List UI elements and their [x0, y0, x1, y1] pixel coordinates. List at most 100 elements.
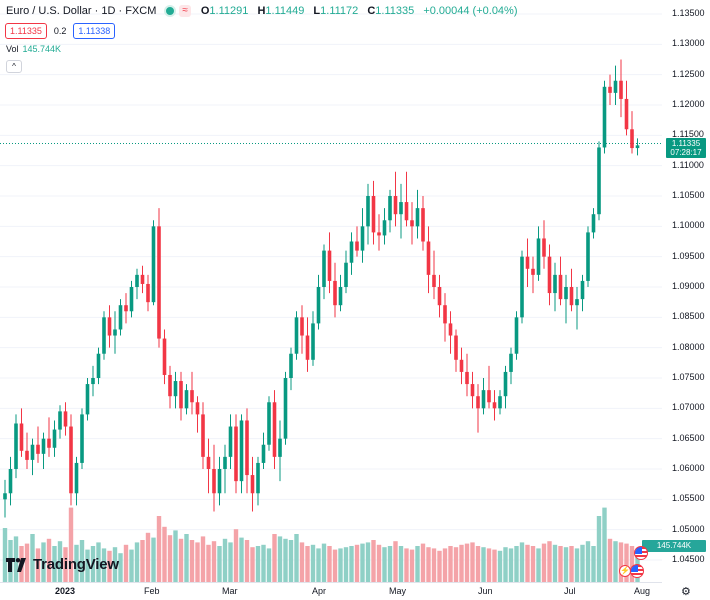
- candle-body: [305, 335, 310, 360]
- volume-bar: [475, 546, 481, 582]
- candle: [327, 232, 332, 294]
- candle: [267, 396, 271, 451]
- price-axis-label: 1.08500: [672, 311, 705, 322]
- candle-body: [426, 241, 431, 275]
- price-axis-label: 1.11000: [672, 159, 704, 170]
- candle-body: [278, 438, 282, 457]
- tradingview-logo[interactable]: TradingView: [6, 556, 119, 573]
- candle: [586, 226, 590, 287]
- volume-bar: [52, 546, 57, 582]
- sell-button[interactable]: 1.11335: [5, 23, 47, 39]
- candle-body: [146, 283, 150, 303]
- candle: [63, 402, 68, 436]
- volume-bar: [343, 547, 349, 582]
- price-axis-label: 1.06500: [672, 432, 705, 443]
- candle-body: [399, 202, 403, 215]
- candle-body: [217, 469, 222, 494]
- candle-body: [322, 250, 326, 287]
- candle-body: [245, 420, 249, 476]
- volume-bar: [2, 528, 8, 582]
- lightning-icon[interactable]: ⚡: [619, 565, 631, 577]
- volume-bar: [464, 543, 470, 582]
- time-axis-label: Mar: [222, 586, 238, 596]
- volume-bar: [184, 534, 189, 582]
- volume-bar: [24, 543, 30, 582]
- candle-body: [410, 220, 414, 227]
- candle: [190, 371, 194, 415]
- candle: [470, 371, 475, 409]
- candle-body: [173, 381, 178, 397]
- candle: [300, 305, 304, 354]
- logo-text: TradingView: [33, 556, 119, 573]
- tradingview-logo-icon: [6, 557, 26, 572]
- volume-bar: [101, 548, 107, 582]
- candle-body: [481, 390, 486, 409]
- us-flag-icon[interactable]: [630, 564, 644, 578]
- candle: [135, 268, 139, 300]
- volume-bar: [338, 548, 343, 582]
- candle: [41, 432, 46, 469]
- candle: [69, 414, 73, 506]
- price-axis-label: 1.06000: [672, 463, 705, 473]
- market-status[interactable]: ≈: [164, 5, 191, 17]
- price-axis-label: 1.07500: [672, 372, 705, 382]
- volume-bar: [112, 547, 118, 582]
- price-axis[interactable]: [662, 0, 710, 582]
- volume-bar: [173, 530, 178, 582]
- volume-bar: [35, 548, 41, 582]
- volume-bar: [195, 542, 200, 582]
- candle: [3, 479, 7, 518]
- candle: [388, 189, 392, 233]
- candle-body: [85, 384, 90, 415]
- collapse-legend-button[interactable]: ^: [6, 60, 22, 73]
- symbol-legend: Euro / U.S. Dollar · 1D · FXCM ≈ O1.1129…: [6, 5, 521, 17]
- time-axis-label: Aug: [634, 586, 651, 596]
- time-axis[interactable]: [0, 582, 662, 600]
- candle: [542, 220, 546, 269]
- volume-bar: [206, 544, 211, 582]
- candle-body: [564, 287, 568, 300]
- volume-bar: [453, 547, 459, 582]
- us-flag-icon[interactable]: [634, 546, 648, 560]
- volume-bar: [327, 546, 332, 582]
- volume-bar: [41, 542, 46, 582]
- buy-button[interactable]: 1.11338: [73, 23, 116, 39]
- candle-body: [91, 378, 95, 385]
- candle: [377, 214, 381, 251]
- volume-bar: [536, 548, 541, 582]
- volume-bar: [167, 535, 173, 582]
- volume-label[interactable]: Vol: [6, 44, 19, 54]
- gear-icon[interactable]: ⚙: [681, 586, 691, 598]
- symbol-title[interactable]: Euro / U.S. Dollar · 1D · FXCM: [6, 5, 157, 17]
- candle-body: [470, 384, 475, 397]
- candle-body: [267, 402, 271, 445]
- volume-bar: [272, 534, 277, 582]
- candle-body: [355, 241, 359, 251]
- volume-legend: Vol 145.744K: [6, 44, 61, 54]
- candle: [168, 365, 172, 409]
- current-price: 1.11335: [671, 139, 701, 148]
- candle: [47, 417, 51, 457]
- candle-body: [157, 226, 161, 339]
- candle: [476, 384, 480, 433]
- time-axis-label: Apr: [312, 586, 327, 596]
- candle-body: [558, 274, 563, 300]
- volume-bar: [508, 548, 514, 582]
- candle: [173, 371, 178, 409]
- time-axis-label: May: [389, 586, 407, 596]
- volume-bar: [261, 544, 266, 582]
- volume-bar: [74, 544, 79, 582]
- volume-bar: [222, 538, 228, 582]
- volume-bar: [426, 547, 431, 582]
- candle: [102, 311, 106, 360]
- volume-bar: [442, 548, 448, 582]
- ohlc-values: O1.11291 H1.11449 L1.11172 C1.11335 +0.0…: [200, 5, 518, 17]
- candle-body: [283, 378, 288, 439]
- candle-body: [113, 329, 117, 336]
- candle-body: [190, 390, 194, 403]
- candle: [393, 171, 398, 227]
- volume-bar: [63, 547, 68, 582]
- candle: [58, 405, 62, 439]
- volume-bar: [525, 544, 530, 582]
